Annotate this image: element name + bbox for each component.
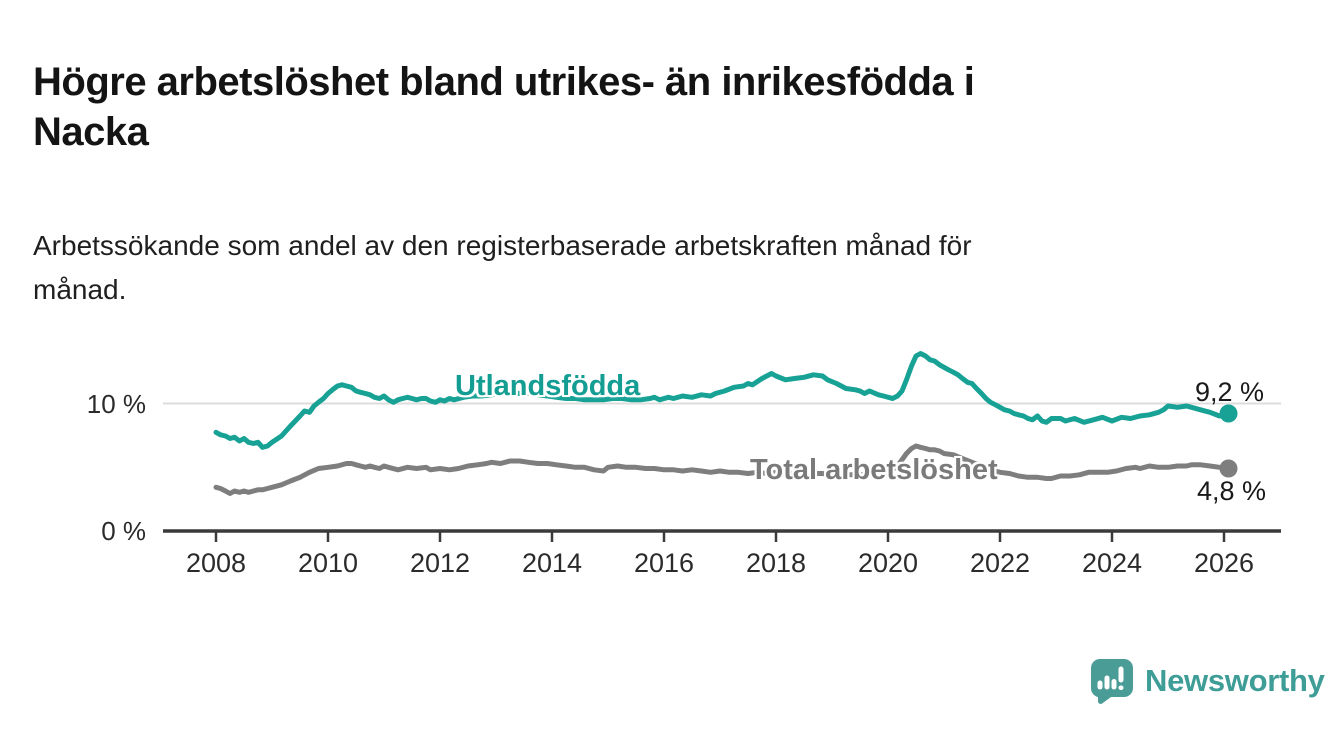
chart-subtitle-line1: Arbetssökande som andel av den registerb… xyxy=(33,230,972,261)
x-tick-label: 2020 xyxy=(857,548,919,578)
x-tick-label: 2018 xyxy=(745,548,807,578)
page-title-line1: Högre arbetslöshet bland utrikes- än inr… xyxy=(33,59,975,104)
x-tick-label: 2008 xyxy=(185,548,247,578)
end-dot-utlandsfodda xyxy=(1219,404,1238,423)
y-axis-label-10: 10 % xyxy=(86,389,146,419)
newsworthy-logo-icon xyxy=(1091,659,1133,704)
logo-bar-chart-glyph xyxy=(1097,666,1124,690)
y-axis-label-0: 0 % xyxy=(101,516,146,546)
x-tick-label: 2024 xyxy=(1081,548,1143,578)
end-dot-total-arbetsloshet xyxy=(1219,459,1238,478)
end-value-label-total-arbetsloshet: 4,8 % xyxy=(1197,476,1267,506)
x-tick-label: 2012 xyxy=(409,548,471,578)
series-line-utlandsfodda xyxy=(213,351,1231,450)
x-tick-label: 2016 xyxy=(633,548,695,578)
end-value-label-utlandsfodda: 9,2 % xyxy=(1195,377,1265,407)
x-axis-ticks xyxy=(214,531,1226,542)
x-axis-labels: 2008 2010 2012 2014 2016 2018 2020 2022 2024 2026 xyxy=(0,548,1340,580)
page-title-line2: Nacka xyxy=(33,109,149,154)
chart-subtitle: Arbetssökande som andel av den registerb… xyxy=(33,224,1263,312)
newsworthy-logo: Newsworthy xyxy=(1089,658,1325,704)
chart-subtitle-line2: månad. xyxy=(33,274,127,305)
series-label-total-arbetsloshet: Total arbetslöshet xyxy=(750,454,998,486)
page-title: Högre arbetslöshet bland utrikes- än inr… xyxy=(33,57,1263,157)
x-tick-label: 2026 xyxy=(1193,548,1255,578)
series-label-utlandsfodda: Utlandsfödda xyxy=(455,370,641,402)
x-tick-label: 2014 xyxy=(521,548,583,578)
x-tick-label: 2022 xyxy=(969,548,1031,578)
newsworthy-wordmark: Newsworthy xyxy=(1145,663,1325,698)
x-tick-label: 2010 xyxy=(297,548,359,578)
series-line-total-arbetsloshet xyxy=(213,443,1231,496)
